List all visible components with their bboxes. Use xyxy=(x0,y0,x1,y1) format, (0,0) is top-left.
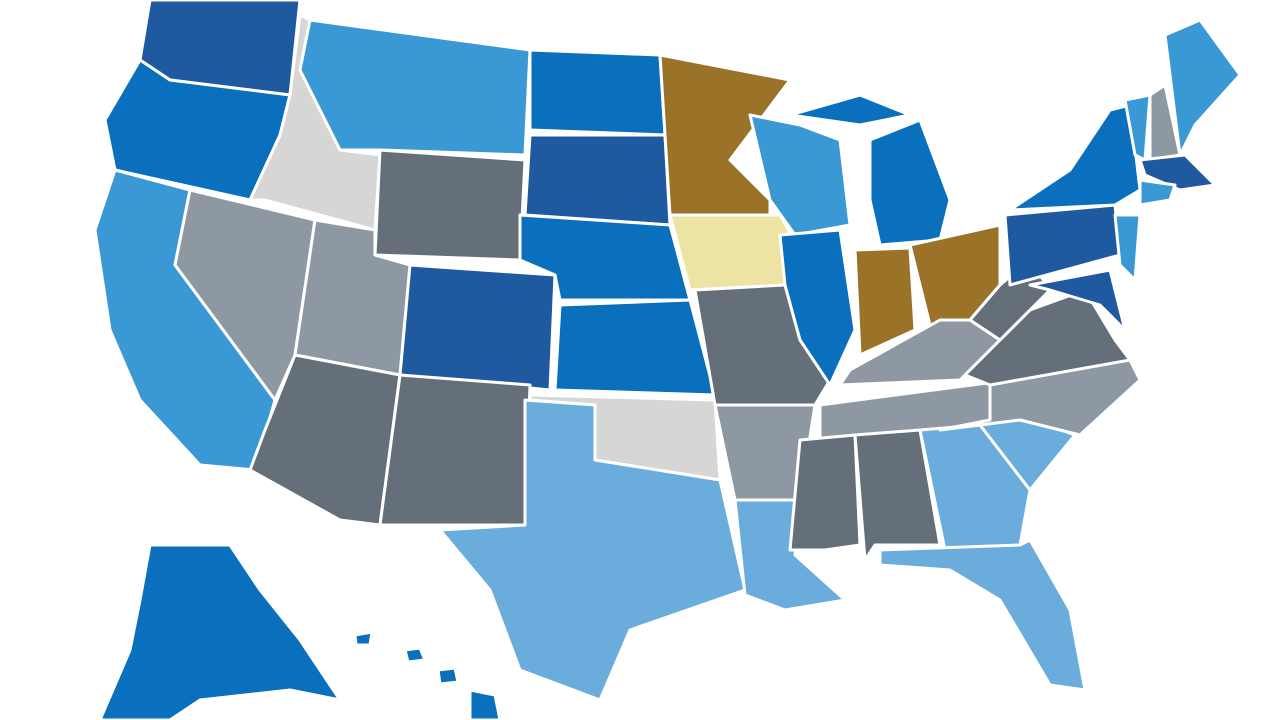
state xyxy=(1113,213,1142,282)
state xyxy=(523,133,672,227)
state xyxy=(438,398,747,702)
state xyxy=(788,93,912,127)
state xyxy=(878,538,1087,692)
state xyxy=(853,428,942,562)
state xyxy=(868,118,952,247)
state xyxy=(353,630,374,647)
state xyxy=(528,48,667,137)
state xyxy=(373,148,527,262)
state xyxy=(853,246,917,357)
state xyxy=(518,213,692,302)
state xyxy=(938,358,1142,437)
state xyxy=(748,113,852,237)
state xyxy=(298,18,532,157)
state xyxy=(1138,178,1177,207)
state xyxy=(403,646,427,664)
state xyxy=(1138,153,1217,192)
state xyxy=(788,433,862,552)
state xyxy=(378,373,532,527)
state xyxy=(553,298,717,397)
state xyxy=(778,228,857,387)
state xyxy=(468,688,502,720)
state xyxy=(98,543,342,720)
state xyxy=(436,666,460,686)
state xyxy=(1028,268,1127,332)
state xyxy=(1163,18,1242,157)
state xyxy=(1008,103,1142,212)
state xyxy=(398,263,557,392)
